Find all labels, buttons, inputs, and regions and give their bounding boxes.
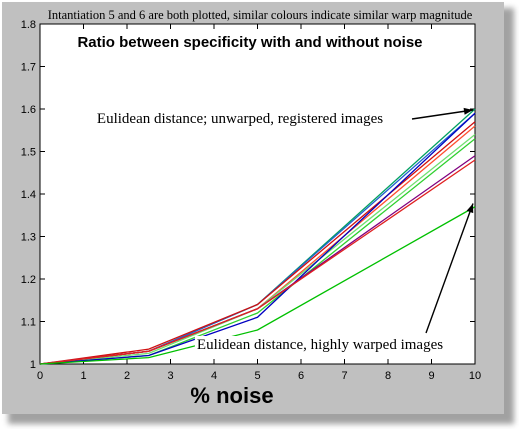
x-tick-label: 1 (80, 370, 86, 382)
x-tick-label: 6 (298, 370, 304, 382)
series-line-3 (39, 121, 476, 365)
annotation-arrow (425, 203, 474, 334)
x-tick-label: 4 (211, 370, 217, 382)
x-tick-label: 9 (428, 370, 434, 382)
x-tick-label: 5 (254, 370, 260, 382)
y-tick-label: 1.2 (21, 274, 36, 286)
annotation-background (94, 110, 386, 128)
x-tick-label: 2 (124, 370, 130, 382)
annotation-arrowhead (466, 203, 474, 214)
annotation-text: Eulidean distance; unwarped, registered … (97, 111, 383, 127)
annotation-layer: Eulidean distance; unwarped, registered … (94, 107, 474, 354)
annotation-2: Eulidean distance, highly warped images (194, 203, 474, 354)
annotation-text: Eulidean distance, highly warped images (197, 337, 443, 353)
annotation-background (194, 336, 446, 354)
x-tick-label: 7 (341, 370, 347, 382)
plot-area (39, 23, 476, 365)
y-tick-label: 1.3 (21, 232, 36, 244)
y-tick-label: 1.6 (21, 104, 36, 116)
series-line-5 (39, 133, 476, 365)
y-axis: 1 1.1 1.2 1.3 1.4 1.5 1.6 1.7 1.8 (21, 19, 475, 371)
x-tick-label: 3 (167, 370, 173, 382)
x-axis-label: % noise (190, 383, 273, 408)
x-tick-label: 8 (385, 370, 391, 382)
series-layer (39, 108, 476, 365)
series-line-9 (39, 159, 476, 365)
top-caption: Intantiation 5 and 6 are both plotted, s… (48, 8, 473, 22)
x-tick-label: 0 (37, 370, 43, 382)
annotation-arrow (411, 109, 474, 120)
annotation-arrowhead (463, 107, 473, 115)
y-tick-label: 1.7 (21, 62, 36, 74)
chart-title: Ratio between specificity with and witho… (77, 34, 422, 51)
annotation-1: Eulidean distance; unwarped, registered … (94, 107, 474, 128)
y-tick-label: 1.4 (21, 189, 36, 201)
x-tick-label: 10 (469, 370, 481, 382)
y-tick-label: 1.5 (21, 147, 36, 159)
y-tick-label: 1.8 (21, 19, 36, 31)
y-tick-label: 1.1 (21, 317, 36, 329)
y-tick-label: 1 (30, 359, 36, 371)
x-axis: 0 1 2 3 4 5 6 7 8 9 10 (37, 24, 481, 382)
